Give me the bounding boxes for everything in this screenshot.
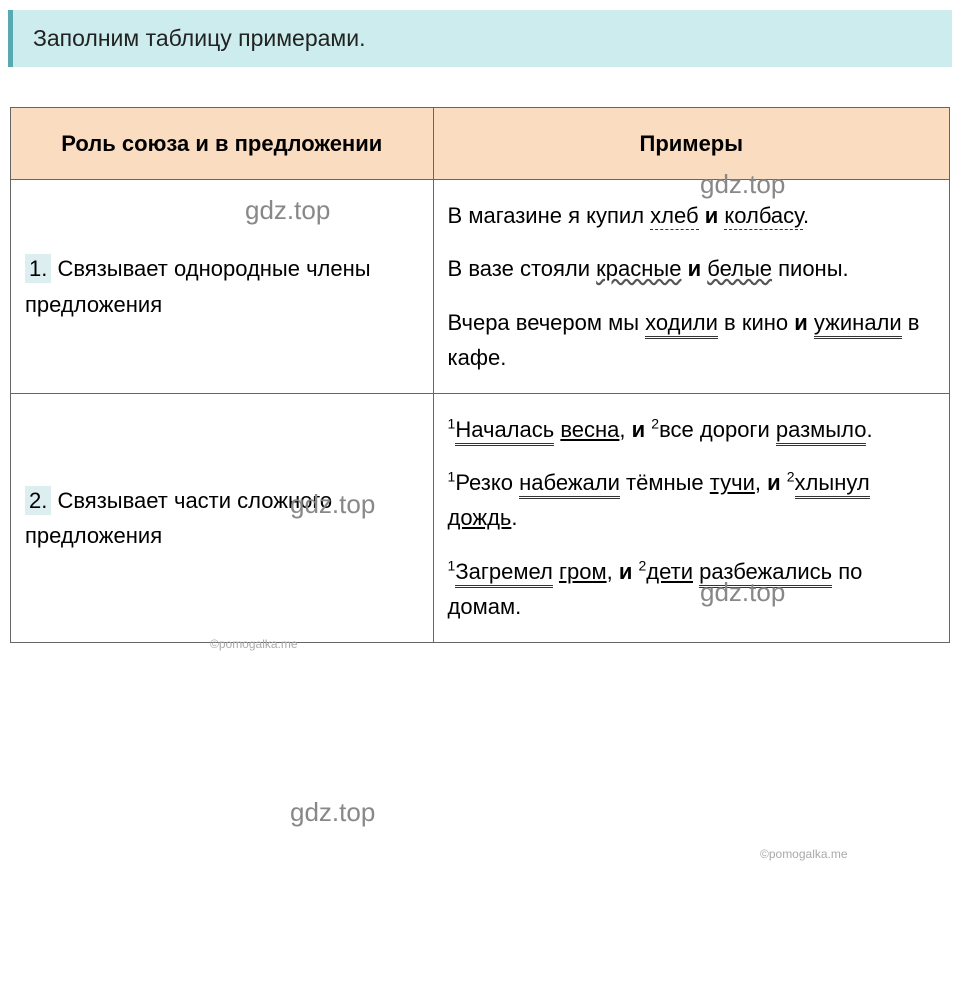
instruction-header: Заполним таблицу примерами. (8, 10, 952, 67)
conjunction: и (794, 310, 808, 335)
table-row: 2. Связывает части сложного предложения1… (11, 393, 950, 642)
example-sentence: В вазе стояли красные и белые пионы. (448, 251, 935, 286)
marked-word: тучи (710, 470, 755, 495)
conjunction: и (619, 559, 633, 584)
marked-word: хлеб (650, 203, 698, 230)
examples-cell: В магазине я купил хлеб и колбасу. В вазе… (433, 180, 949, 394)
row-number: 2. (25, 486, 51, 515)
example-sentence: 1Резко набежали тёмные тучи, и 2хлынул д… (448, 465, 935, 535)
table-row: 1. Связывает однородные члены предложени… (11, 180, 950, 394)
instruction-text: Заполним таблицу примерами. (33, 25, 365, 51)
marked-word: белые (707, 256, 772, 281)
example-sentence: В магазине я купил хлеб и колбасу. (448, 198, 935, 233)
marked-word: разбежались (699, 559, 832, 588)
marked-word: ужинали (814, 310, 902, 339)
watermark-text: gdz.top (290, 797, 375, 828)
column-header-examples: Примеры (433, 108, 949, 180)
example-sentence: Вчера вечером мы ходили в кино и ужинали… (448, 305, 935, 375)
marked-word: Началась (455, 417, 554, 446)
marked-word: дождь (448, 505, 512, 530)
column-header-role: Роль союза и в предложении (11, 108, 434, 180)
examples-cell: 1Началась весна, и 2все дороги размыло. 1… (433, 393, 949, 642)
marked-word: хлынул (795, 470, 870, 499)
grammar-table: Роль союза и в предложении Примеры 1. Св… (10, 107, 950, 643)
marked-word: красные (596, 256, 681, 281)
row-number: 1. (25, 254, 51, 283)
clause-number: 1 (448, 469, 456, 485)
watermark-small-text: ©pomogalka.me (760, 847, 848, 861)
example-sentence: 1Загремел гром, и 2дети разбежались по д… (448, 554, 935, 624)
marked-word: размыло (776, 417, 867, 446)
marked-word: дети (646, 559, 693, 584)
conjunction: и (705, 203, 719, 228)
conjunction: и (632, 417, 646, 442)
marked-word: гром (559, 559, 607, 584)
clause-number: 2 (787, 469, 795, 485)
marked-word: ходили (645, 310, 718, 339)
conjunction: и (688, 256, 702, 281)
role-cell: 2. Связывает части сложного предложения (11, 393, 434, 642)
table-container: Роль союза и в предложении Примеры 1. Св… (0, 107, 960, 643)
clause-number: 2 (651, 416, 659, 432)
conjunction: и (767, 470, 781, 495)
role-cell: 1. Связывает однородные члены предложени… (11, 180, 434, 394)
marked-word: колбасу (724, 203, 803, 230)
marked-word: Загремел (455, 559, 553, 588)
marked-word: набежали (519, 470, 620, 499)
example-sentence: 1Началась весна, и 2все дороги размыло. (448, 412, 935, 447)
marked-word: весна (560, 417, 619, 442)
